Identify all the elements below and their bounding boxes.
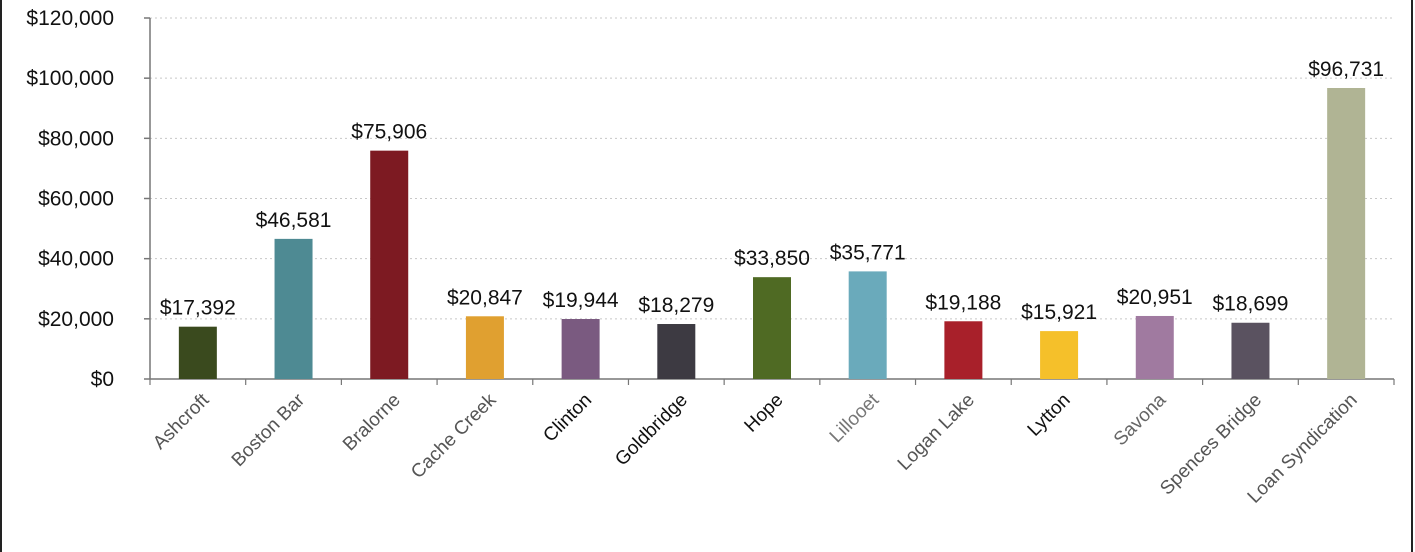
data-label: $33,850 (734, 247, 810, 270)
data-label: $20,847 (447, 286, 523, 309)
category-label: Lytton (1024, 390, 1075, 441)
data-label: $46,581 (256, 209, 332, 232)
bar-boston-bar (274, 238, 313, 379)
bar-loan-syndication (1327, 88, 1366, 379)
data-label: $19,944 (543, 289, 619, 312)
bar-goldbridge (657, 324, 696, 379)
category-label: Goldbridge (611, 390, 692, 471)
data-label: $96,731 (1308, 58, 1384, 81)
y-tick-label: $40,000 (38, 248, 114, 271)
category-label: Lillooet (826, 389, 884, 447)
data-label: $18,699 (1213, 293, 1289, 316)
data-label: $17,392 (160, 297, 236, 320)
bar-ashcroft (178, 326, 217, 379)
category-label: Boston Bar (228, 389, 310, 471)
data-label: $19,188 (925, 291, 1001, 314)
y-tick-label: $80,000 (38, 127, 114, 150)
bar-spences-bridge (1231, 322, 1270, 379)
bar-savona (1135, 315, 1174, 379)
category-label: Ashcroft (149, 389, 214, 454)
bar-hope (753, 277, 791, 379)
data-label: $15,921 (1021, 301, 1097, 324)
category-label: Cache Creek (407, 389, 501, 483)
y-tick-label: $100,000 (26, 67, 114, 90)
data-label: $35,771 (830, 241, 906, 264)
data-label: $18,279 (638, 294, 714, 317)
category-label: Clinton (539, 390, 596, 447)
bar-logan-lake (944, 321, 983, 379)
bar-lillooet (848, 271, 887, 379)
y-tick-label: $20,000 (38, 308, 114, 331)
category-label: Bralorne (339, 390, 405, 456)
category-label: Spences Bridge (1156, 390, 1266, 500)
data-label: $75,906 (351, 121, 427, 144)
category-label: Savona (1110, 389, 1171, 450)
bar-clinton (561, 319, 600, 379)
data-label: $20,951 (1117, 286, 1193, 309)
y-tick-label: $0 (91, 368, 114, 391)
y-tick-label: $60,000 (38, 188, 114, 211)
bar-bralorne (370, 150, 409, 379)
category-label: Logan Lake (894, 390, 979, 475)
category-label: Hope (741, 390, 788, 437)
y-tick-label: $120,000 (26, 7, 114, 30)
bar-cache-creek (465, 316, 504, 379)
bar-lytton (1040, 331, 1079, 379)
